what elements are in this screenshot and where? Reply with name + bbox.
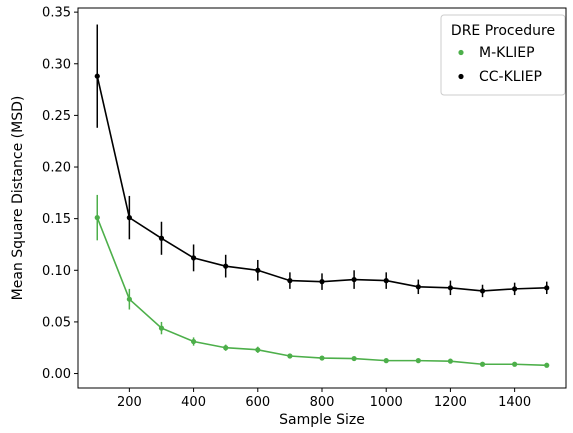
- data-point: [447, 358, 454, 364]
- data-point: [287, 278, 293, 284]
- y-tick-label: 0.05: [42, 315, 71, 330]
- data-point: [351, 355, 357, 362]
- data-point: [255, 347, 261, 353]
- data-point: [479, 361, 486, 367]
- x-tick-label: 1200: [434, 395, 467, 410]
- legend-label-m-kliep: M-KLIEP: [479, 45, 535, 61]
- y-tick-label: 0.20: [42, 161, 71, 176]
- series-cc-kliep: [94, 24, 550, 298]
- data-point: [287, 353, 293, 359]
- data-point: [126, 296, 132, 302]
- data-point: [190, 338, 197, 345]
- legend-marker-cc-kliep: [458, 73, 464, 80]
- data-point: [544, 362, 550, 368]
- data-point: [479, 288, 486, 294]
- y-tick-label: 0.35: [42, 6, 71, 21]
- x-tick-label: 800: [310, 395, 335, 410]
- data-point: [383, 278, 389, 284]
- data-point: [94, 215, 100, 221]
- y-tick-label: 0.25: [42, 109, 71, 124]
- data-point: [383, 358, 389, 364]
- data-point: [544, 285, 550, 291]
- data-point: [223, 345, 229, 351]
- data-point: [447, 285, 454, 291]
- x-tick-label: 1000: [370, 395, 403, 410]
- legend-title: DRE Procedure: [451, 23, 555, 39]
- x-tick-label: 600: [245, 395, 270, 410]
- data-point: [255, 267, 261, 273]
- data-point: [126, 215, 132, 221]
- data-point: [319, 279, 325, 285]
- axes-layer: 200 400 600 800 1000 1200 1400 0.00 0.05 0.10 0.15…: [42, 6, 531, 410]
- y-tick-label: 0.15: [42, 212, 71, 227]
- legend: DRE Procedure M-KLIEP CC-KLIEP: [440, 14, 566, 96]
- legend-label-cc-kliep: CC-KLIEP: [479, 69, 542, 85]
- data-point: [158, 325, 165, 331]
- data-point: [512, 361, 518, 367]
- x-tick-label: 1400: [498, 395, 531, 410]
- legend-box: [440, 14, 566, 96]
- data-point: [190, 255, 197, 261]
- x-tick-label: 400: [181, 395, 206, 410]
- data-point: [351, 276, 357, 283]
- data-point: [512, 286, 518, 292]
- plot-layer: [94, 24, 550, 368]
- data-point: [94, 73, 100, 79]
- y-axis-label: Mean Square Distance (MSD): [10, 96, 26, 301]
- x-axis-label: Sample Size: [279, 412, 365, 428]
- y-tick-label: 0.10: [42, 264, 71, 279]
- series-line: [96, 75, 547, 292]
- series-m-kliep: [94, 194, 550, 368]
- legend-marker-m-kliep: [458, 49, 464, 56]
- data-point: [223, 263, 229, 269]
- data-point: [415, 358, 421, 364]
- y-tick-label: 0.30: [42, 57, 71, 72]
- x-tick-label: 200: [117, 395, 142, 410]
- y-tick-label: 0.00: [42, 367, 71, 382]
- data-point: [319, 355, 325, 361]
- data-point: [415, 284, 421, 290]
- data-point: [158, 235, 165, 241]
